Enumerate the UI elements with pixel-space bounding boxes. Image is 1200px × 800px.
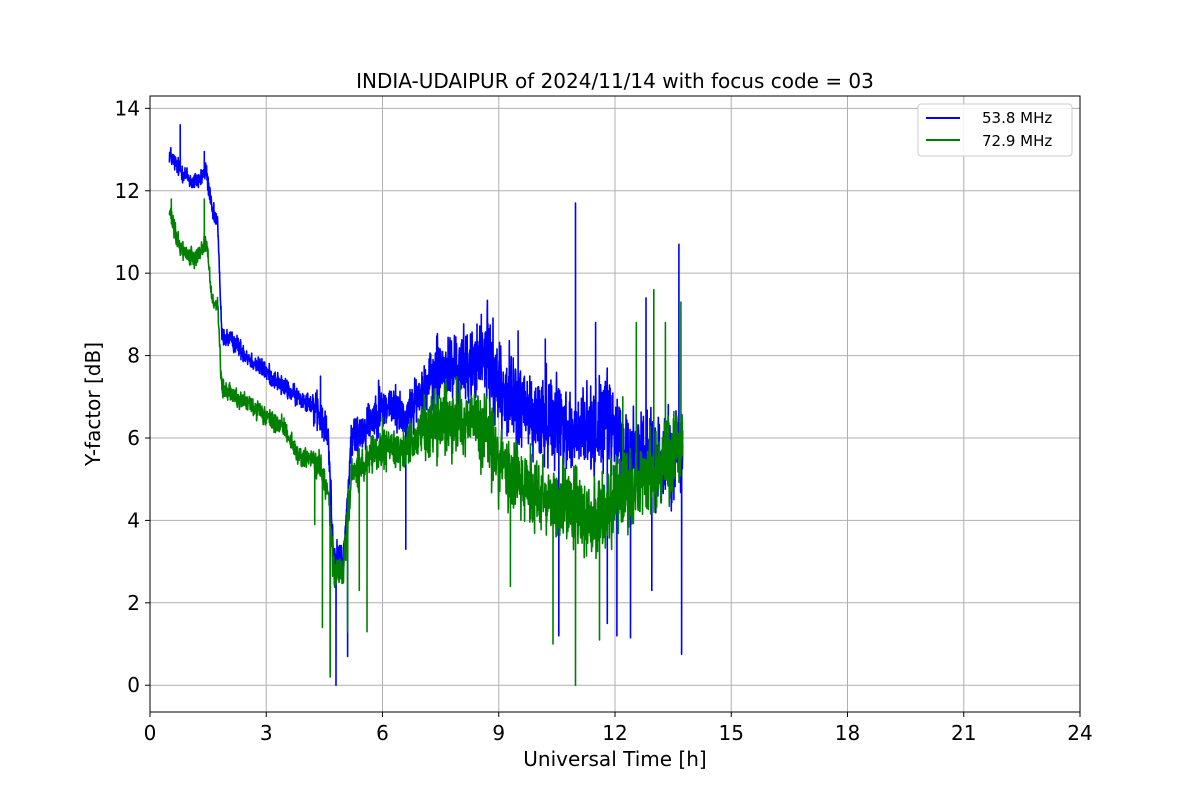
x-tick-label: 3 [260,721,273,745]
x-tick-label: 9 [492,721,505,745]
series-line-0 [168,124,684,686]
y-tick-label: 2 [127,591,140,615]
x-tick-label: 18 [835,721,860,745]
y-tick-label: 4 [127,508,140,532]
y-tick-label: 0 [127,673,140,697]
y-axis-label: Y-factor [dB] [81,342,105,467]
y-axis: 0 2 4 6 8 10 12 14 [115,96,150,697]
x-tick-label: 6 [376,721,389,745]
x-tick-label: 0 [144,721,157,745]
y-tick-label: 6 [127,426,140,450]
legend-label-53-8: 53.8 MHz [982,109,1052,127]
x-axis: 0 3 6 9 12 15 18 21 24 [144,712,1093,745]
y-tick-label: 12 [115,179,140,203]
x-tick-label: 21 [951,721,976,745]
x-tick-label: 15 [719,721,744,745]
y-tick-label: 8 [127,344,140,368]
y-tick-label: 10 [115,261,140,285]
legend-label-72-9: 72.9 MHz [982,132,1052,150]
y-tick-label: 14 [115,96,140,120]
plot-area [168,124,684,686]
chart-title: INDIA-UDAIPUR of 2024/11/14 with focus c… [356,69,874,93]
series-line-1 [168,198,684,686]
x-tick-label: 24 [1067,721,1092,745]
x-axis-label: Universal Time [h] [523,747,706,771]
x-tick-label: 12 [602,721,627,745]
legend: 53.8 MHz 72.9 MHz [917,103,1073,157]
